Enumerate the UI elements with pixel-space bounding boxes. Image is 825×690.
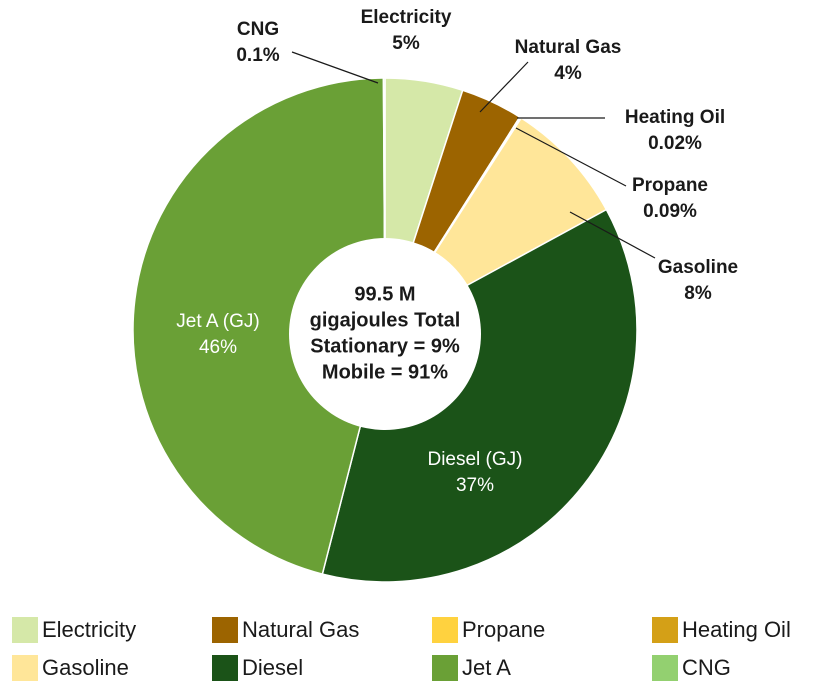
leader-line bbox=[515, 127, 627, 187]
slice-value-label: 37% bbox=[456, 475, 494, 496]
legend-label: Heating Oil bbox=[682, 617, 791, 642]
legend-label: CNG bbox=[682, 655, 731, 680]
slice-label: Electricity bbox=[361, 7, 452, 28]
legend-swatch bbox=[652, 655, 678, 681]
slice-label: CNG bbox=[237, 19, 279, 40]
slice-label: Jet A (GJ) bbox=[176, 311, 259, 332]
legend-swatch bbox=[12, 655, 38, 681]
slice-label: Heating Oil bbox=[625, 107, 725, 128]
legend-label: Jet A bbox=[462, 655, 511, 680]
center-text: Stationary = 9% bbox=[310, 335, 460, 357]
center-text: Mobile = 91% bbox=[322, 361, 448, 383]
slice-value-label: 0.02% bbox=[648, 133, 702, 154]
legend-label: Propane bbox=[462, 617, 545, 642]
donut-hole bbox=[289, 238, 481, 430]
leader-line bbox=[569, 211, 656, 259]
slice-value-label: 0.09% bbox=[643, 201, 697, 222]
legend-swatch bbox=[432, 617, 458, 643]
center-text: 99.5 M bbox=[354, 283, 415, 305]
center-text: gigajoules Total bbox=[310, 309, 461, 331]
slice bbox=[132, 77, 386, 576]
legend-label: Natural Gas bbox=[242, 617, 359, 642]
legend-swatch bbox=[212, 655, 238, 681]
legend-swatch bbox=[12, 617, 38, 643]
legend-label: Diesel bbox=[242, 655, 303, 680]
legend-swatch bbox=[652, 617, 678, 643]
slice-value-label: 8% bbox=[684, 283, 712, 304]
leader-line bbox=[479, 61, 529, 113]
leader-line bbox=[291, 51, 379, 84]
slice-label: Propane bbox=[632, 175, 708, 196]
legend-label: Gasoline bbox=[42, 655, 129, 680]
slice-label: Gasoline bbox=[658, 257, 738, 278]
slice-value-label: 0.1% bbox=[236, 45, 279, 66]
slice-label: Diesel (GJ) bbox=[427, 449, 522, 470]
legend-swatch bbox=[432, 655, 458, 681]
legend-swatch bbox=[212, 617, 238, 643]
slice-value-label: 4% bbox=[554, 63, 582, 84]
legend-label: Electricity bbox=[42, 617, 136, 642]
slice-value-label: 5% bbox=[392, 33, 420, 54]
slice bbox=[321, 208, 638, 583]
slice-value-label: 46% bbox=[199, 337, 237, 358]
slice-label: Natural Gas bbox=[515, 37, 622, 58]
